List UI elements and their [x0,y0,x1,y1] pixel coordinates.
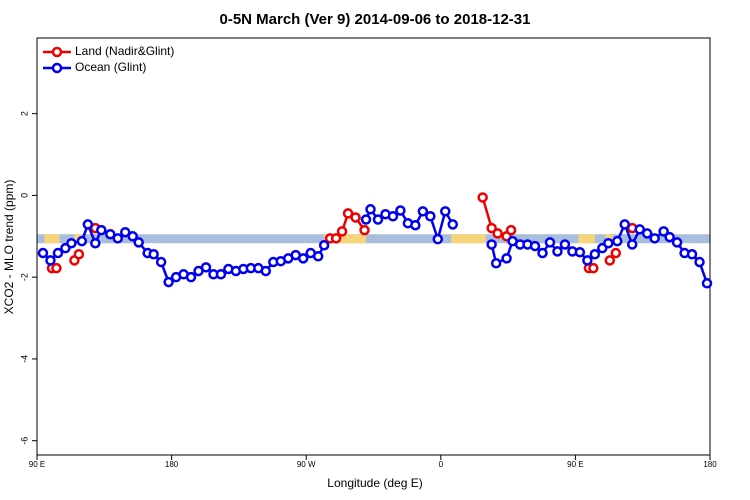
data-point [544,237,556,248]
data-point [66,237,77,249]
data-point [634,224,645,235]
data-point [701,278,713,289]
data-point [360,214,372,225]
data-point [552,246,563,257]
data-point [45,255,56,266]
x-tick-label: 90 W [297,460,316,469]
data-point [297,253,309,264]
data-point [619,219,631,230]
data-point [559,239,571,250]
x-axis-label: Longitude (deg E) [327,476,422,490]
data-point [105,228,116,240]
legend-marker [51,46,63,58]
data-point [112,233,124,244]
data-point [127,231,138,242]
data-point [505,224,517,236]
data-point [694,256,705,268]
data-point [342,208,354,219]
data-point [148,249,159,260]
reference-band [37,234,710,244]
data-point [686,249,698,260]
data-point [447,219,459,230]
data-point [155,256,167,268]
band-highlight [324,234,367,244]
y-tick-label: -6 [19,437,29,445]
y-tick-label: 2 [19,111,29,116]
x-tick-label: 180 [165,460,179,469]
data-point [490,258,502,269]
data-point [312,251,324,262]
data-point [90,237,101,249]
data-point [603,237,614,249]
data-point [96,224,107,236]
data-point [649,233,660,244]
legend-label: Land (Nadir&Glint) [75,44,174,58]
data-point [574,246,586,258]
y-tick-label: -2 [19,273,29,281]
data-point [425,210,436,222]
data-point [260,265,272,277]
legend-marker [51,62,63,74]
data-point [658,226,669,237]
x-tick-label: 0 [439,460,444,469]
data-point [604,255,616,266]
data-point [76,235,88,247]
data-point [588,262,599,274]
data-point [492,228,503,239]
data-point [350,212,361,223]
data-point [336,226,348,237]
chart-title: 0-5N March (Ver 9) 2014-09-06 to 2018-12… [219,11,530,28]
data-point [387,210,399,222]
y-tick-label: 0 [19,193,29,198]
band-highlight [578,234,595,244]
data-point [133,237,144,248]
x-tick-label: 90 E [29,460,45,469]
data-point [529,240,541,252]
data-point [589,249,601,260]
data-point [582,255,593,266]
data-point [501,253,512,264]
data-point [610,247,622,259]
data-point [37,247,49,259]
legend-label: Ocean (Glint) [75,60,146,74]
band-highlight [44,234,60,244]
data-point [626,239,638,250]
data-point [215,269,227,280]
band-highlight [451,234,486,244]
data-point [664,231,675,243]
data-point [410,219,421,231]
plot-frame [36,37,711,456]
data-point [432,233,444,245]
data-point [365,204,376,215]
data-point [372,214,384,225]
data-point [163,276,174,288]
data-point [73,249,85,260]
data-point [359,224,370,236]
data-point [52,247,64,259]
data-point [641,228,653,239]
data-point [119,226,131,238]
data-point [82,219,94,230]
data-point [417,206,429,217]
data-point [51,262,62,274]
y-axis-label: XCO2 - MLO trend (ppm) [2,180,16,315]
data-point [486,239,497,250]
data-point [671,237,683,248]
data-point [477,192,488,203]
data-point [440,206,451,217]
y-tick-label: -4 [19,355,29,363]
data-point [395,205,406,216]
data-point [185,271,197,283]
data-point [612,235,623,247]
data-point [537,247,548,259]
x-tick-label: 180 [703,460,717,469]
data-point [330,233,342,244]
x-tick-label: 90 E [567,460,583,469]
data-point [200,262,212,273]
data-point [318,240,330,251]
